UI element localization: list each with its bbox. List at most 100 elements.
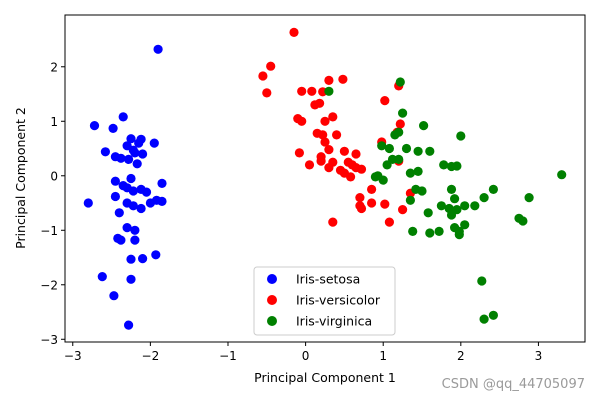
point-iris-setosa-2 — [100, 147, 110, 157]
point-iris-versicolor-32 — [346, 172, 356, 182]
point-iris-virginica-4 — [390, 130, 400, 140]
point-iris-setosa-0 — [153, 44, 163, 54]
point-iris-virginica-45 — [454, 230, 464, 240]
x-tick-label: 1 — [379, 349, 387, 363]
point-iris-setosa-17 — [110, 176, 120, 186]
point-iris-setosa-32 — [157, 196, 167, 206]
legend-marker-virginica — [267, 316, 277, 326]
point-iris-virginica-32 — [452, 205, 462, 215]
point-iris-versicolor-20 — [339, 146, 349, 156]
point-iris-setosa-33 — [114, 208, 124, 218]
point-iris-setosa-28 — [128, 201, 138, 211]
point-iris-virginica-35 — [479, 193, 489, 203]
point-iris-virginica-47 — [518, 216, 528, 226]
y-tick-label: 1 — [50, 115, 58, 129]
point-iris-setosa-15 — [124, 154, 134, 164]
x-axis-label: Principal Component 1 — [254, 370, 396, 385]
point-iris-setosa-34 — [122, 223, 132, 233]
point-iris-versicolor-0 — [289, 27, 299, 37]
point-iris-versicolor-1 — [266, 61, 276, 71]
point-iris-versicolor-19 — [324, 145, 334, 155]
point-iris-setosa-43 — [126, 274, 136, 284]
point-iris-setosa-21 — [128, 186, 138, 196]
point-iris-setosa-37 — [116, 235, 126, 245]
point-iris-setosa-35 — [130, 225, 140, 235]
point-iris-virginica-19 — [413, 166, 423, 176]
point-iris-setosa-11 — [138, 149, 148, 159]
point-iris-versicolor-3 — [262, 88, 272, 98]
point-iris-virginica-40 — [425, 228, 435, 238]
point-iris-versicolor-14 — [328, 112, 338, 122]
point-iris-virginica-48 — [477, 276, 487, 286]
point-iris-virginica-0 — [324, 86, 334, 96]
point-iris-virginica-24 — [417, 186, 427, 196]
point-iris-setosa-1 — [89, 121, 100, 131]
point-iris-versicolor-5 — [338, 74, 348, 84]
x-tick-label: −2 — [142, 349, 160, 363]
point-iris-versicolor-16 — [318, 130, 328, 140]
point-iris-versicolor-2 — [258, 71, 268, 81]
point-iris-virginica-26 — [423, 208, 433, 218]
y-tick-label: 2 — [50, 60, 58, 74]
y-tick-label: −3 — [40, 333, 58, 347]
point-iris-versicolor-4 — [324, 75, 334, 85]
axes-frame — [64, 14, 586, 343]
point-iris-versicolor-38 — [395, 119, 405, 129]
point-iris-versicolor-26 — [304, 160, 315, 170]
point-iris-versicolor-50 — [328, 217, 338, 227]
point-iris-virginica-33 — [460, 201, 470, 211]
point-iris-virginica-49 — [479, 314, 489, 324]
point-iris-versicolor-6 — [297, 86, 307, 96]
point-iris-setosa-10 — [130, 148, 140, 158]
point-iris-versicolor-21 — [294, 148, 304, 158]
point-iris-virginica-6 — [384, 143, 394, 154]
point-iris-virginica-14 — [394, 154, 404, 164]
point-iris-setosa-4 — [116, 153, 126, 163]
point-iris-virginica-13 — [382, 160, 392, 170]
point-iris-versicolor-33 — [356, 164, 367, 174]
y-tick-label: −2 — [40, 278, 58, 292]
point-iris-setosa-41 — [151, 250, 161, 260]
point-iris-virginica-27 — [436, 201, 446, 211]
point-iris-versicolor-13 — [320, 116, 330, 126]
point-iris-setosa-19 — [126, 173, 136, 184]
x-tick-label: −1 — [219, 349, 237, 363]
point-iris-virginica-20 — [439, 160, 449, 170]
point-iris-setosa-6 — [126, 134, 136, 144]
point-iris-setosa-38 — [130, 235, 140, 245]
point-iris-setosa-8 — [136, 134, 146, 144]
point-iris-virginica-9 — [413, 146, 423, 156]
x-tick-label: −3 — [64, 349, 82, 363]
point-iris-virginica-8 — [401, 143, 412, 154]
point-iris-setosa-42 — [97, 272, 107, 282]
ticks-layer: −3 −2 −1 0 1 2 3 −3 −2 −1 0 1 2 — [40, 60, 542, 363]
point-iris-versicolor-41 — [367, 184, 377, 194]
point-iris-versicolor-12 — [297, 116, 307, 126]
point-iris-virginica-5 — [377, 141, 387, 151]
point-iris-versicolor-42 — [355, 193, 365, 203]
point-iris-setosa-40 — [138, 254, 148, 264]
y-axis-label: Principal Component 2 — [13, 107, 28, 249]
point-iris-versicolor-48 — [398, 205, 408, 215]
point-iris-setosa-45 — [124, 320, 134, 330]
point-iris-versicolor-44 — [367, 198, 377, 208]
point-iris-virginica-12 — [456, 131, 466, 141]
point-iris-virginica-16 — [370, 172, 380, 182]
point-iris-versicolor-18 — [320, 137, 330, 147]
points-layer — [83, 27, 567, 330]
legend-marker-versicolor — [267, 295, 277, 305]
point-iris-virginica-38 — [557, 170, 567, 180]
point-iris-virginica-2 — [398, 108, 408, 118]
legend-label-versicolor: Iris-versicolor — [296, 293, 381, 308]
point-iris-virginica-11 — [419, 121, 429, 131]
point-iris-versicolor-36 — [380, 96, 390, 106]
point-iris-virginica-41 — [434, 226, 444, 236]
point-iris-versicolor-34 — [351, 149, 361, 159]
point-iris-versicolor-47 — [384, 217, 394, 227]
point-iris-virginica-25 — [405, 195, 415, 205]
point-iris-virginica-22 — [452, 161, 462, 171]
point-iris-versicolor-27 — [324, 163, 334, 173]
point-iris-setosa-14 — [108, 123, 118, 133]
point-iris-virginica-44 — [460, 220, 470, 230]
